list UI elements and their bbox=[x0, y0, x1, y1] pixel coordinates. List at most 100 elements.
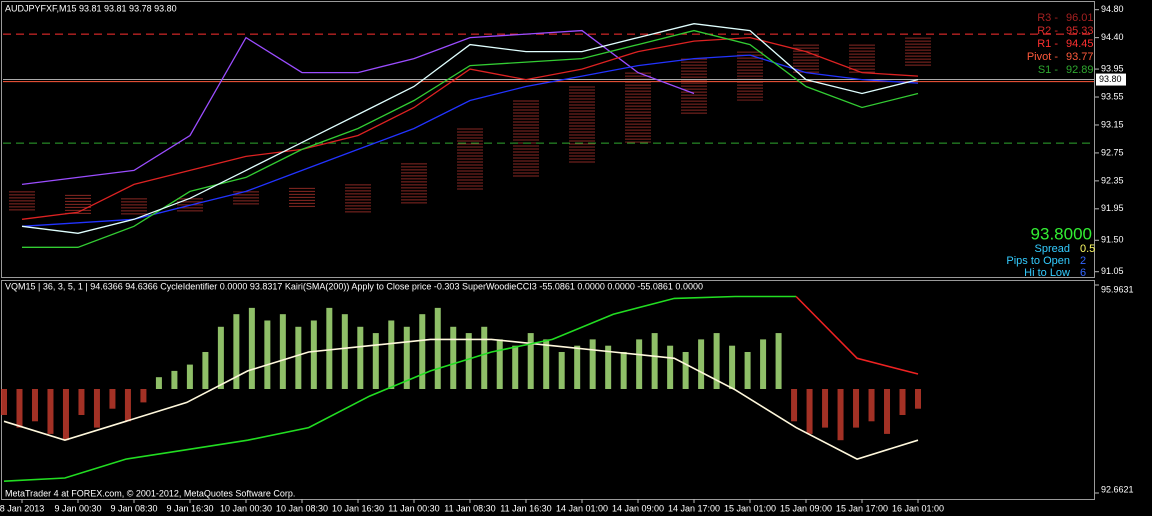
histogram-bar bbox=[837, 389, 844, 441]
y-tick-label: 91.50 bbox=[1101, 235, 1124, 245]
main-frame bbox=[1, 1, 1095, 278]
level-name: R2 - bbox=[1037, 25, 1058, 37]
info-value: 2 bbox=[1080, 255, 1086, 267]
histogram-bar bbox=[651, 333, 658, 389]
histogram-bar bbox=[295, 326, 302, 389]
y-tick-label: 95.9631 bbox=[1101, 284, 1134, 294]
chart-title: AUDJPYFXF,M15 93.81 93.81 93.78 93.80 bbox=[5, 3, 177, 13]
histogram-bar bbox=[481, 326, 488, 389]
histogram-bar bbox=[760, 339, 767, 389]
x-tick-label: 16 Jan 01:00 bbox=[892, 503, 944, 513]
histogram-bar bbox=[264, 320, 271, 389]
histogram-bar bbox=[496, 339, 503, 389]
histogram-bar bbox=[543, 339, 550, 389]
histogram-bar bbox=[78, 389, 85, 415]
histogram-bar bbox=[713, 333, 720, 389]
histogram-bar bbox=[31, 389, 38, 422]
histogram-bar bbox=[372, 333, 379, 389]
y-tick-label: 93.55 bbox=[1101, 91, 1124, 101]
series-line bbox=[21, 29, 695, 186]
histogram-bar bbox=[822, 389, 829, 428]
x-tick-label: 10 Jan 16:30 bbox=[332, 503, 384, 513]
histogram-bar bbox=[16, 389, 23, 428]
footer: MetaTrader 4 at FOREX.com, © 2001-2012, … bbox=[5, 488, 295, 498]
x-tick-label: 15 Jan 09:00 bbox=[780, 503, 832, 513]
series-line bbox=[22, 29, 919, 248]
y-tick-label: 91.95 bbox=[1101, 203, 1124, 213]
info-value: 6 bbox=[1080, 267, 1086, 279]
x-tick-label: 14 Jan 17:00 bbox=[668, 503, 720, 513]
histogram-bar bbox=[512, 345, 519, 389]
level-name: Pivot - bbox=[1027, 51, 1059, 63]
level-value: 93.77 bbox=[1066, 51, 1094, 63]
histogram-bar bbox=[806, 389, 813, 434]
histogram-bar bbox=[419, 314, 426, 389]
bid: 93.8000 bbox=[1031, 224, 1092, 243]
y-tick-label: 93.95 bbox=[1101, 63, 1124, 73]
indicator-line bbox=[3, 338, 919, 460]
info-label: Hi to Low bbox=[1024, 267, 1070, 279]
y-tick-label: 92.35 bbox=[1101, 175, 1124, 185]
histogram-bar bbox=[124, 389, 131, 422]
histogram-bar bbox=[899, 389, 906, 415]
histogram-bar bbox=[667, 345, 674, 389]
x-tick-label: 11 Jan 00:30 bbox=[388, 503, 439, 513]
histogram-bar bbox=[217, 326, 224, 389]
histogram-bar bbox=[186, 364, 193, 389]
indicator-line bbox=[3, 295, 797, 482]
histogram-bar bbox=[465, 333, 472, 389]
y-tick-label: 91.05 bbox=[1101, 266, 1124, 276]
x-tick-label: 9 Jan 00:30 bbox=[54, 503, 101, 513]
x-tick-label: 14 Jan 01:00 bbox=[556, 503, 608, 513]
histogram-bar bbox=[744, 351, 751, 389]
x-tick-label: 15 Jan 01:00 bbox=[724, 503, 776, 513]
histogram-bar bbox=[589, 339, 596, 389]
histogram-bar bbox=[868, 389, 875, 422]
x-tick-label: 11 Jan 16:30 bbox=[500, 503, 551, 513]
histogram-bar bbox=[775, 333, 782, 389]
histogram-bar bbox=[1, 389, 7, 415]
price-tag bbox=[1096, 73, 1126, 86]
x-tick-label: 10 Jan 08:30 bbox=[276, 503, 328, 513]
level-value: 94.45 bbox=[1066, 38, 1094, 50]
histogram-bar bbox=[605, 345, 612, 389]
level-name: R3 - bbox=[1037, 12, 1058, 24]
x-tick-label: 10 Jan 00:30 bbox=[220, 503, 272, 513]
level-name: S1 - bbox=[1038, 64, 1059, 76]
histogram-bar bbox=[527, 333, 534, 389]
series-line bbox=[21, 36, 919, 220]
histogram-bar bbox=[341, 314, 348, 389]
y-tick-label: 92.6621 bbox=[1101, 484, 1134, 494]
histogram-bar bbox=[233, 314, 240, 389]
histogram-bar bbox=[450, 326, 457, 389]
histogram-bar bbox=[171, 370, 178, 389]
level-value: 96.01 bbox=[1066, 12, 1094, 24]
histogram-bar bbox=[698, 339, 705, 389]
series-line bbox=[21, 54, 919, 227]
price-label: 93.80 bbox=[1099, 74, 1122, 84]
histogram-bar bbox=[357, 326, 364, 389]
x-tick-label: 11 Jan 08:30 bbox=[444, 503, 495, 513]
histogram-bar bbox=[574, 345, 581, 389]
info-value: 0.5 bbox=[1080, 243, 1095, 255]
series-line bbox=[21, 23, 919, 234]
histogram-bar bbox=[558, 351, 565, 389]
info-label: Pips to Open bbox=[1006, 255, 1070, 267]
level-value: 95.33 bbox=[1066, 25, 1094, 37]
histogram-bar bbox=[109, 389, 116, 409]
histogram-bar bbox=[682, 351, 689, 389]
histogram-bar bbox=[93, 389, 100, 428]
histogram-bar bbox=[915, 389, 921, 409]
histogram-bar bbox=[140, 389, 147, 403]
x-tick-label: 14 Jan 09:00 bbox=[612, 503, 664, 513]
histogram-bar bbox=[47, 389, 54, 434]
histogram-bar bbox=[248, 307, 255, 389]
histogram-bar bbox=[403, 326, 410, 389]
indicator-title: VQM15 | 36, 3, 5, 1 | 94.6366 94.6366 Cy… bbox=[5, 281, 703, 291]
y-tick-label: 94.80 bbox=[1101, 4, 1124, 14]
histogram-bar bbox=[310, 320, 317, 389]
x-tick-label: 9 Jan 16:30 bbox=[166, 503, 213, 513]
